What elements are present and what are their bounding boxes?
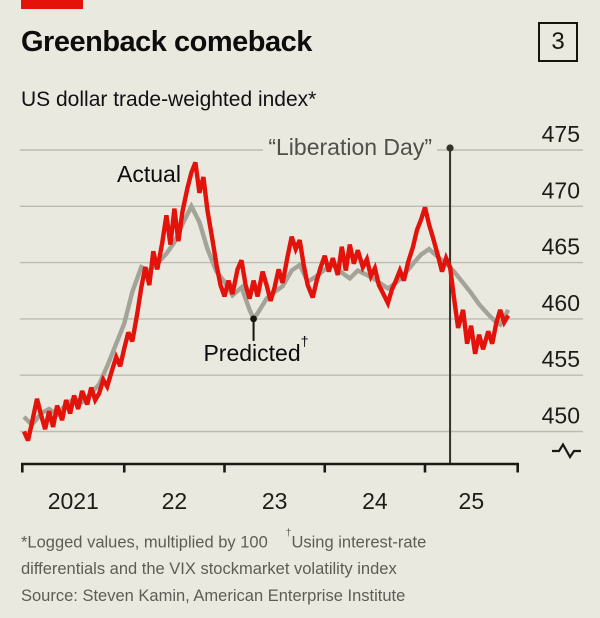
y-tick-label-455: 455 [542,346,580,372]
predicted-callout-dot [250,315,257,323]
x-tick-label-24: 24 [362,488,388,514]
footnote-line-1: *Logged values, multiplied by 100 †Using … [21,526,583,556]
chart-title: Greenback comeback [21,26,312,58]
axis-break-icon [552,442,581,460]
y-tick-label-460: 460 [542,290,580,316]
footnote-line-2: differentials and the VIX stockmarket vo… [21,560,397,578]
y-tick-label-465: 465 [542,234,580,260]
y-tick-label-470: 470 [542,177,580,203]
predicted-dagger: † [300,333,309,350]
chart-subtitle: US dollar trade-weighted index* [21,88,317,111]
footnotes: *Logged values, multiplied by 100 †Using … [21,526,583,609]
x-tick-label-2021: 2021 [48,488,99,514]
y-tick-label-475: 475 [542,121,580,147]
footnote-source: Source: Steven Kamin, American Enterpris… [21,586,406,605]
liberation-day-annotation: “Liberation Day” [263,134,437,161]
liberation-day-dot [446,144,454,152]
series-label-predicted: Predicted† [203,334,308,367]
footnote-logged-values: *Logged values, multiplied by 100 [21,533,268,552]
series-line-actual [21,161,511,442]
figure-number: 3 [551,28,565,55]
x-tick-label-22: 22 [162,488,188,514]
y-tick-label-450: 450 [542,403,580,429]
footnote-dagger: † [285,528,292,540]
footnote-using-interest: Using interest-rate [291,533,427,552]
x-tick-label-23: 23 [262,488,288,514]
brand-red-tab [21,0,83,9]
x-tick-label-25: 25 [459,488,485,514]
figure-number-badge: 3 [538,22,578,62]
series-label-actual: Actual [117,161,181,187]
series-label-predicted-text: Predicted [203,340,301,366]
